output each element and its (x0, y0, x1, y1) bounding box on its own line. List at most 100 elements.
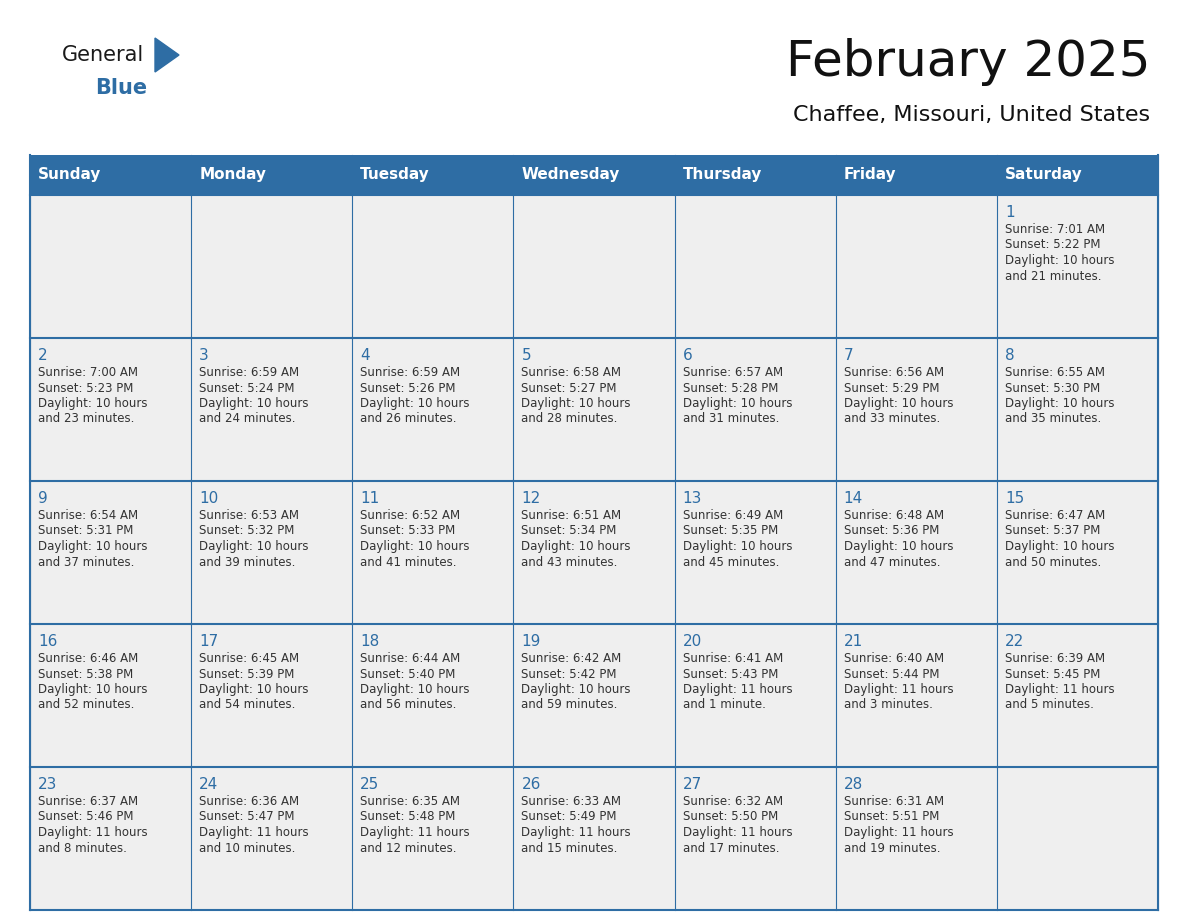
Text: 21: 21 (843, 634, 862, 649)
Text: Sunset: 5:43 PM: Sunset: 5:43 PM (683, 667, 778, 680)
Text: and 1 minute.: and 1 minute. (683, 699, 765, 711)
Text: Daylight: 11 hours: Daylight: 11 hours (200, 826, 309, 839)
Bar (513, 767, 675, 910)
Bar (835, 481, 997, 624)
Text: Sunrise: 6:48 AM: Sunrise: 6:48 AM (843, 509, 943, 522)
Text: Sunrise: 6:59 AM: Sunrise: 6:59 AM (200, 366, 299, 379)
Text: Daylight: 11 hours: Daylight: 11 hours (843, 826, 953, 839)
Text: Sunrise: 6:59 AM: Sunrise: 6:59 AM (360, 366, 461, 379)
Bar (675, 481, 835, 624)
Text: and 24 minutes.: and 24 minutes. (200, 412, 296, 426)
Bar (191, 767, 353, 910)
Text: Sunrise: 6:42 AM: Sunrise: 6:42 AM (522, 652, 621, 665)
Text: Daylight: 10 hours: Daylight: 10 hours (38, 540, 147, 553)
Text: 19: 19 (522, 634, 541, 649)
Text: Daylight: 10 hours: Daylight: 10 hours (360, 397, 469, 410)
Bar (513, 195, 675, 338)
Text: Sunset: 5:31 PM: Sunset: 5:31 PM (38, 524, 133, 538)
Text: Sunrise: 6:51 AM: Sunrise: 6:51 AM (522, 509, 621, 522)
Bar (675, 624, 835, 767)
Text: Sunset: 5:29 PM: Sunset: 5:29 PM (843, 382, 940, 395)
Text: Sunset: 5:35 PM: Sunset: 5:35 PM (683, 524, 778, 538)
Bar (835, 155, 997, 195)
Text: Daylight: 11 hours: Daylight: 11 hours (683, 826, 792, 839)
Bar (353, 481, 513, 624)
Text: Sunrise: 6:49 AM: Sunrise: 6:49 AM (683, 509, 783, 522)
Text: Sunset: 5:32 PM: Sunset: 5:32 PM (200, 524, 295, 538)
Text: 6: 6 (683, 348, 693, 363)
Text: Sunrise: 6:32 AM: Sunrise: 6:32 AM (683, 795, 783, 808)
Bar (835, 338, 997, 481)
Bar (191, 481, 353, 624)
Text: Sunday: Sunday (38, 167, 101, 183)
Text: 12: 12 (522, 491, 541, 506)
Text: Sunrise: 6:56 AM: Sunrise: 6:56 AM (843, 366, 943, 379)
Text: Sunset: 5:33 PM: Sunset: 5:33 PM (360, 524, 455, 538)
Text: 4: 4 (360, 348, 369, 363)
Text: Daylight: 10 hours: Daylight: 10 hours (38, 397, 147, 410)
Bar (675, 195, 835, 338)
Bar (513, 481, 675, 624)
Text: Daylight: 10 hours: Daylight: 10 hours (843, 540, 953, 553)
Text: 7: 7 (843, 348, 853, 363)
Text: and 52 minutes.: and 52 minutes. (38, 699, 134, 711)
Text: Thursday: Thursday (683, 167, 762, 183)
Bar (997, 767, 1158, 910)
Bar (675, 767, 835, 910)
Text: Sunset: 5:27 PM: Sunset: 5:27 PM (522, 382, 617, 395)
Text: Sunrise: 7:00 AM: Sunrise: 7:00 AM (38, 366, 138, 379)
Text: Sunset: 5:42 PM: Sunset: 5:42 PM (522, 667, 617, 680)
Text: Sunset: 5:39 PM: Sunset: 5:39 PM (200, 667, 295, 680)
Text: and 8 minutes.: and 8 minutes. (38, 842, 127, 855)
Text: Sunrise: 6:46 AM: Sunrise: 6:46 AM (38, 652, 138, 665)
Text: Sunset: 5:22 PM: Sunset: 5:22 PM (1005, 239, 1100, 252)
Text: Sunset: 5:36 PM: Sunset: 5:36 PM (843, 524, 939, 538)
Text: Sunset: 5:46 PM: Sunset: 5:46 PM (38, 811, 133, 823)
Text: and 26 minutes.: and 26 minutes. (360, 412, 456, 426)
Text: 15: 15 (1005, 491, 1024, 506)
Bar (30, 338, 191, 481)
Polygon shape (154, 38, 179, 72)
Text: Sunset: 5:40 PM: Sunset: 5:40 PM (360, 667, 456, 680)
Text: Sunset: 5:30 PM: Sunset: 5:30 PM (1005, 382, 1100, 395)
Text: Sunset: 5:45 PM: Sunset: 5:45 PM (1005, 667, 1100, 680)
Text: Daylight: 10 hours: Daylight: 10 hours (522, 397, 631, 410)
Text: 16: 16 (38, 634, 57, 649)
Text: Sunset: 5:28 PM: Sunset: 5:28 PM (683, 382, 778, 395)
Text: Monday: Monday (200, 167, 266, 183)
Text: Sunset: 5:23 PM: Sunset: 5:23 PM (38, 382, 133, 395)
Text: and 19 minutes.: and 19 minutes. (843, 842, 940, 855)
Text: Daylight: 11 hours: Daylight: 11 hours (38, 826, 147, 839)
Text: Daylight: 10 hours: Daylight: 10 hours (1005, 397, 1114, 410)
Text: and 23 minutes.: and 23 minutes. (38, 412, 134, 426)
Text: and 5 minutes.: and 5 minutes. (1005, 699, 1094, 711)
Text: 10: 10 (200, 491, 219, 506)
Text: 8: 8 (1005, 348, 1015, 363)
Text: Sunrise: 6:40 AM: Sunrise: 6:40 AM (843, 652, 943, 665)
Text: and 10 minutes.: and 10 minutes. (200, 842, 296, 855)
Text: Sunset: 5:38 PM: Sunset: 5:38 PM (38, 667, 133, 680)
Text: 22: 22 (1005, 634, 1024, 649)
Bar (30, 624, 191, 767)
Text: Sunset: 5:44 PM: Sunset: 5:44 PM (843, 667, 940, 680)
Text: Sunrise: 6:54 AM: Sunrise: 6:54 AM (38, 509, 138, 522)
Text: Daylight: 10 hours: Daylight: 10 hours (1005, 254, 1114, 267)
Text: Daylight: 10 hours: Daylight: 10 hours (200, 683, 309, 696)
Text: and 37 minutes.: and 37 minutes. (38, 555, 134, 568)
Bar (353, 624, 513, 767)
Text: Daylight: 10 hours: Daylight: 10 hours (200, 540, 309, 553)
Bar (353, 767, 513, 910)
Text: Daylight: 11 hours: Daylight: 11 hours (1005, 683, 1114, 696)
Text: Daylight: 10 hours: Daylight: 10 hours (200, 397, 309, 410)
Text: 9: 9 (38, 491, 48, 506)
Text: and 54 minutes.: and 54 minutes. (200, 699, 296, 711)
Bar (30, 155, 191, 195)
Text: February 2025: February 2025 (785, 38, 1150, 86)
Text: Daylight: 10 hours: Daylight: 10 hours (522, 683, 631, 696)
Bar (191, 338, 353, 481)
Text: Daylight: 11 hours: Daylight: 11 hours (360, 826, 470, 839)
Text: and 28 minutes.: and 28 minutes. (522, 412, 618, 426)
Text: Sunset: 5:37 PM: Sunset: 5:37 PM (1005, 524, 1100, 538)
Bar (835, 624, 997, 767)
Text: Sunset: 5:49 PM: Sunset: 5:49 PM (522, 811, 617, 823)
